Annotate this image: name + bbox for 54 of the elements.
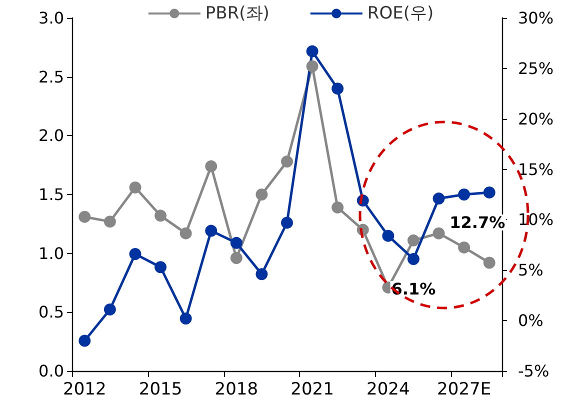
y2-tick-label: 15% xyxy=(518,160,554,179)
y-tick-label: 0.5 xyxy=(38,302,64,322)
y-tick-label: 1.0 xyxy=(38,244,64,263)
legend-label: ROE(우) xyxy=(367,4,434,24)
legend-label: PBR(좌) xyxy=(205,4,270,24)
y-tick-label: 2.0 xyxy=(38,126,64,146)
y2-tick-label: 20% xyxy=(518,109,554,128)
point xyxy=(78,334,91,347)
point xyxy=(104,303,116,316)
x-tick-label: 2018 xyxy=(214,380,258,400)
y2-tick-label: 5% xyxy=(518,260,544,280)
point xyxy=(458,241,470,254)
point xyxy=(104,216,116,228)
point xyxy=(230,252,242,264)
point xyxy=(78,210,91,223)
point xyxy=(180,227,192,240)
point xyxy=(306,60,318,72)
point xyxy=(154,210,167,222)
point xyxy=(483,256,496,269)
point xyxy=(306,45,318,58)
y2-tick-label: 0% xyxy=(518,311,544,330)
x-tick-label: 2012 xyxy=(63,380,106,400)
y-tick-label: 3.0 xyxy=(38,8,64,28)
point xyxy=(129,181,142,194)
point xyxy=(483,186,496,198)
point xyxy=(432,192,445,205)
point xyxy=(256,188,268,200)
y2-tick-label: 30% xyxy=(518,8,554,28)
point xyxy=(382,230,394,242)
x-tick-label: 2015 xyxy=(138,380,182,400)
x-tick-label: 2027E xyxy=(437,380,492,400)
point xyxy=(281,216,293,229)
y-tick-label: 2.5 xyxy=(38,67,64,86)
point xyxy=(407,234,420,246)
point xyxy=(154,261,167,274)
point xyxy=(332,82,344,95)
y-tick-label: 0.0 xyxy=(38,362,64,380)
point xyxy=(256,268,268,280)
y2-tick-label: -5% xyxy=(518,362,550,380)
y-tick-label: 1.5 xyxy=(38,185,64,204)
x-tick-label: 2024 xyxy=(366,380,410,400)
point xyxy=(180,312,192,325)
point xyxy=(458,188,470,200)
point xyxy=(281,156,293,168)
point xyxy=(205,160,218,172)
point xyxy=(129,248,142,260)
point xyxy=(407,253,420,266)
y2-tick-label: 25% xyxy=(518,58,554,78)
point xyxy=(332,201,344,214)
point xyxy=(205,224,218,237)
point xyxy=(230,236,242,249)
point xyxy=(432,227,445,240)
x-tick-label: 2021 xyxy=(290,380,334,400)
data-label: 12.7% xyxy=(450,212,506,232)
